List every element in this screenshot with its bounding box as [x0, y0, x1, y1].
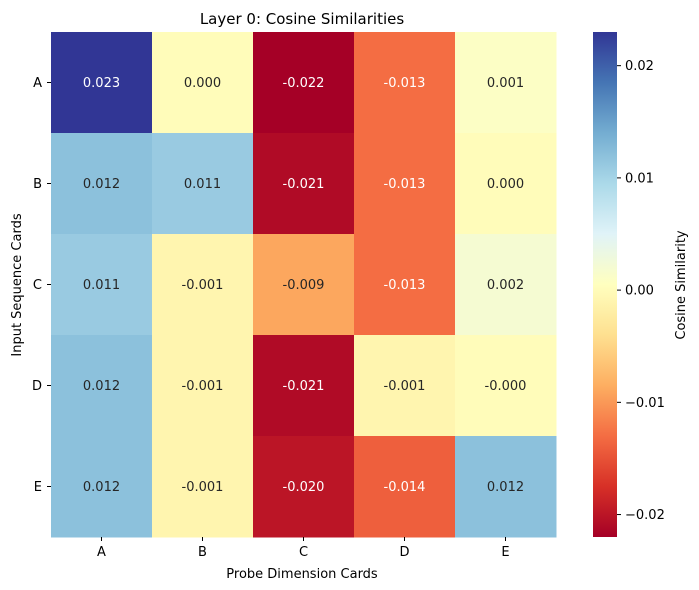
cell-value-label: 0.011 [184, 177, 221, 192]
heatmap-cell-E-D [354, 436, 456, 538]
heatmap-cell-D-C [253, 335, 355, 437]
colorbar-tick-label: 0.00 [625, 284, 654, 299]
heatmap-cell-C-D [354, 234, 456, 336]
cell-value-label: 0.012 [83, 480, 120, 495]
heatmap-cell-B-E [455, 133, 557, 235]
x-tick-label: D [399, 545, 409, 560]
heatmap-cell-A-D [354, 32, 456, 134]
x-tick-label: B [198, 545, 207, 560]
cell-value-label: -0.021 [283, 177, 325, 192]
cell-value-label: 0.002 [487, 278, 524, 293]
cell-value-label: -0.001 [384, 379, 426, 394]
cell-value-label: 0.012 [83, 177, 120, 192]
cell-value-label: -0.020 [283, 480, 325, 495]
y-tick-label: B [33, 177, 42, 192]
heatmap-cell-A-C [253, 32, 355, 134]
cell-value-label: -0.001 [182, 480, 224, 495]
heatmap-cell-D-A [51, 335, 153, 437]
y-tick-label: D [32, 379, 42, 394]
y-axis-ticks: A B C D E [32, 76, 51, 495]
heatmap-cell-D-B [152, 335, 254, 437]
colorbar [593, 32, 617, 537]
cell-value-label: -0.013 [384, 76, 426, 91]
heatmap-cell-A-E [455, 32, 557, 134]
cell-value-label: -0.000 [485, 379, 527, 394]
heatmap-cell-E-A [51, 436, 153, 538]
heatmap-cell-D-D [354, 335, 456, 437]
cell-value-label: 0.023 [83, 76, 120, 91]
colorbar-label: Cosine Similarity [674, 230, 689, 340]
cell-value-label: 0.000 [184, 76, 221, 91]
cell-value-label: 0.000 [487, 177, 524, 192]
cell-value-label: -0.009 [283, 278, 325, 293]
heatmap-cell-A-B [152, 32, 254, 134]
cell-value-label: -0.013 [384, 177, 426, 192]
y-tick-label: E [34, 480, 42, 495]
heatmap-cell-C-B [152, 234, 254, 336]
heatmap-cell-C-C [253, 234, 355, 336]
heatmap-cell-C-A [51, 234, 153, 336]
heatmap-cell-B-B [152, 133, 254, 235]
cell-value-label: -0.021 [283, 379, 325, 394]
cell-value-label: 0.011 [83, 278, 120, 293]
cell-value-label: -0.001 [182, 278, 224, 293]
y-tick-label: A [33, 76, 42, 91]
cell-value-label: -0.014 [384, 480, 426, 495]
cell-value-label: -0.013 [384, 278, 426, 293]
heatmap-cell-E-E [455, 436, 557, 538]
x-tick-label: E [501, 545, 509, 560]
heatmap-cell-E-B [152, 436, 254, 538]
chart-title: Layer 0: Cosine Similarities [200, 10, 405, 28]
colorbar-tick-label: 0.01 [625, 171, 654, 186]
heatmap-cell-D-E [455, 335, 557, 437]
cell-value-label: 0.012 [487, 480, 524, 495]
cell-value-label: -0.001 [182, 379, 224, 394]
x-tick-label: A [97, 545, 106, 560]
y-tick-label: C [33, 278, 42, 293]
y-axis-label: Input Sequence Cards [10, 213, 25, 356]
colorbar-tick-label: 0.02 [625, 59, 654, 74]
heatmap-cell-A-A [51, 32, 153, 134]
x-tick-label: C [299, 545, 308, 560]
heatmap-cell-C-E [455, 234, 557, 336]
heatmap-cell-labels: 0.023 0.000 -0.022 -0.013 0.001 0.012 0.011 -0.… [83, 76, 527, 495]
heatmap-cell-B-D [354, 133, 456, 235]
colorbar-tick-label: −0.01 [625, 396, 665, 411]
colorbar-tick-label: −0.02 [625, 508, 665, 523]
x-axis-label: Probe Dimension Cards [226, 567, 378, 582]
heatmap-cells [51, 32, 557, 538]
cell-value-label: -0.022 [283, 76, 325, 91]
cell-value-label: 0.001 [487, 76, 524, 91]
heatmap-cell-B-A [51, 133, 153, 235]
heatmap-cell-B-C [253, 133, 355, 235]
cell-value-label: 0.012 [83, 379, 120, 394]
x-axis-ticks: A B C D E [97, 537, 510, 560]
colorbar-ticks: 0.02 0.01 0.00 −0.01 −0.02 [617, 59, 665, 523]
heatmap-cell-E-C [253, 436, 355, 538]
